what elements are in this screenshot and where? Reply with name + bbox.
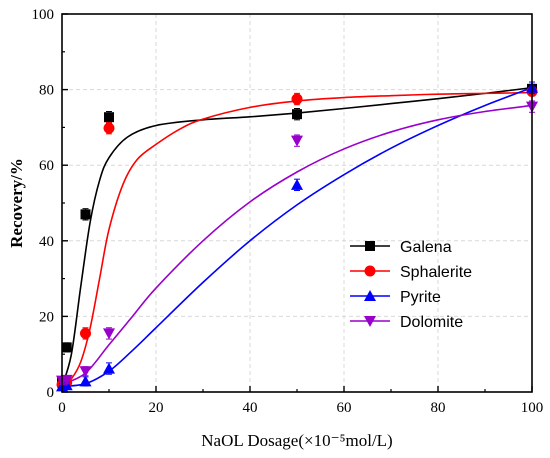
dolomite-data-point [79, 366, 92, 378]
y-tick-label: 80 [39, 83, 54, 99]
sphalerite-data-point [103, 121, 115, 135]
sphalerite-marker [103, 122, 115, 134]
x-tick-label: 0 [58, 400, 66, 416]
y-tick-label: 60 [39, 158, 54, 174]
x-tick-label: 20 [149, 400, 164, 416]
legend-item-pyrite: Pyrite [350, 289, 441, 306]
dolomite-data-point [103, 327, 115, 340]
x-tick-label: 60 [337, 400, 352, 416]
galena-data-point [61, 342, 72, 353]
legend-marker-pyrite [364, 290, 376, 301]
x-axis-title: NaOL Dosage(×10⁻⁵mol/L) [201, 431, 392, 450]
legend-item-dolomite: Dolomite [350, 314, 463, 331]
pyrite-marker [291, 178, 303, 190]
galena-marker [104, 112, 114, 123]
galena-marker [80, 209, 91, 220]
pyrite-fit-curve [61, 86, 533, 388]
y-tick-label: 20 [39, 309, 54, 325]
legend-item-sphalerite: Sphalerite [350, 264, 472, 281]
dolomite-marker [60, 374, 73, 386]
x-tick-label: 80 [431, 400, 446, 416]
dolomite-marker [291, 135, 303, 147]
dolomite-fit-curve [61, 104, 533, 386]
x-tick-label: 100 [521, 400, 544, 416]
y-tick-label: 100 [32, 7, 55, 23]
legend-label-galena: Galena [400, 239, 452, 256]
dolomite-data-point [60, 374, 73, 386]
legend-label-pyrite: Pyrite [400, 289, 441, 306]
grid [62, 14, 532, 392]
plot-frame [61, 13, 533, 393]
y-tick-label: 0 [47, 385, 55, 401]
legend-item-galena: Galena [350, 239, 452, 256]
legend: Galena Sphalerite Pyrite Dolomite [350, 239, 472, 331]
dolomite-marker [79, 366, 92, 378]
axis-ticks: 0 20 40 60 80 100 0 20 40 60 80 100 [32, 7, 544, 416]
legend-marker-dolomite [364, 316, 376, 327]
fit-curves [61, 86, 533, 388]
galena-data-point [80, 208, 91, 221]
pyrite-data-point [291, 178, 303, 192]
pyrite-marker [103, 362, 115, 374]
legend-marker-galena [365, 241, 375, 251]
sphalerite-data-point [80, 327, 91, 340]
sphalerite-marker [80, 327, 91, 339]
y-tick-label: 40 [39, 234, 54, 250]
pyrite-marker [79, 375, 92, 387]
galena-data-point [104, 111, 114, 124]
galena-marker [292, 109, 302, 120]
galena-marker [61, 342, 72, 353]
galena-data-point [292, 108, 302, 121]
data-points [56, 81, 538, 392]
x-tick-label: 40 [243, 400, 258, 416]
sphalerite-marker [291, 93, 303, 105]
legend-marker-sphalerite [364, 265, 376, 277]
galena-fit-curve [61, 86, 533, 387]
y-axis-title: Recovery/% [7, 158, 26, 248]
sphalerite-data-point [291, 92, 303, 106]
pyrite-data-point [103, 362, 115, 375]
legend-label-sphalerite: Sphalerite [400, 264, 472, 281]
legend-label-dolomite: Dolomite [400, 314, 463, 331]
dolomite-data-point [291, 134, 303, 147]
dolomite-marker [103, 328, 115, 340]
